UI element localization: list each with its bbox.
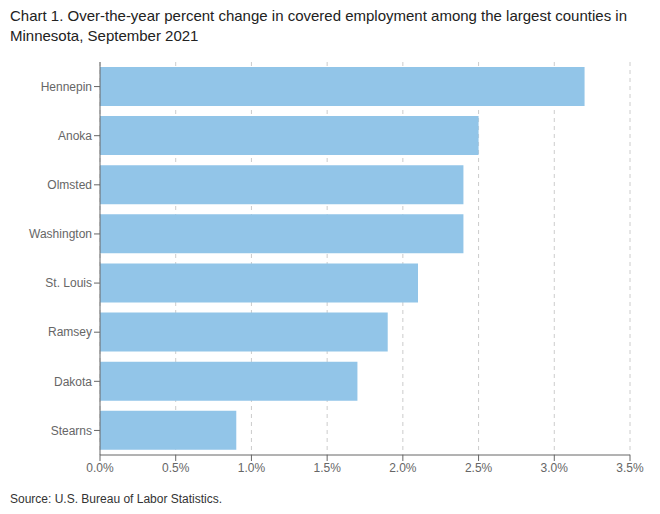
svg-text:Dakota: Dakota	[54, 375, 92, 389]
svg-text:Hennepin: Hennepin	[41, 80, 92, 94]
svg-text:Stearns: Stearns	[51, 424, 92, 438]
html-text:Source: U.S. Bureau of Labor S: Source: U.S. Bureau of Labor Statistics.	[10, 492, 223, 506]
svg-text:Olmsted: Olmsted	[47, 178, 92, 192]
svg-text:2.0%: 2.0%	[389, 461, 417, 475]
svg-text:3.5%: 3.5%	[616, 461, 644, 475]
svg-text:Washington: Washington	[29, 227, 92, 241]
html-text:Chart 1. Over-the-year percent: Chart 1. Over-the-year percent change in…	[10, 7, 627, 44]
svg-text:1.0%: 1.0%	[238, 461, 266, 475]
svg-text:St. Louis: St. Louis	[45, 276, 92, 290]
svg-text:Anoka: Anoka	[58, 129, 92, 143]
svg-text:Ramsey: Ramsey	[48, 325, 92, 339]
svg-text:1.5%: 1.5%	[313, 461, 341, 475]
svg-text:0.5%: 0.5%	[162, 461, 190, 475]
svg-text:0.0%: 0.0%	[86, 461, 114, 475]
svg-text:2.5%: 2.5%	[465, 461, 493, 475]
svg-text:3.0%: 3.0%	[541, 461, 569, 475]
